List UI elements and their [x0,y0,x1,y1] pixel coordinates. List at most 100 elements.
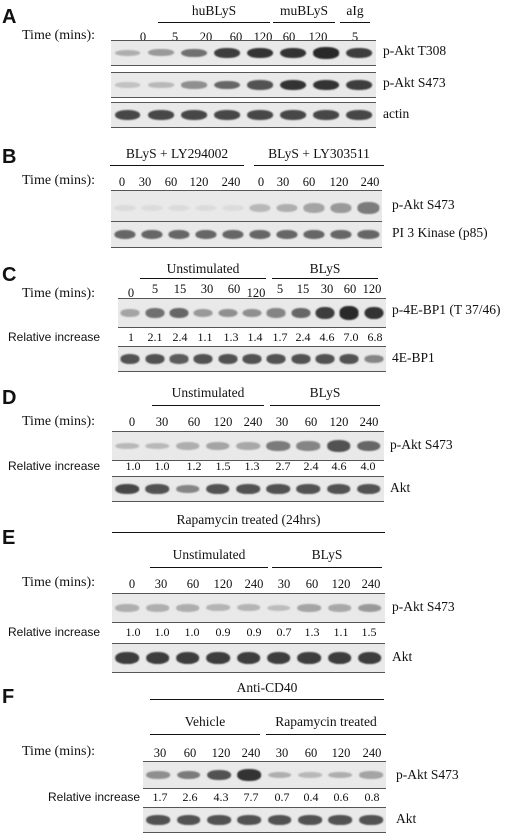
group-bar [270,405,380,406]
blot-band [214,47,240,59]
blot-band [330,203,352,213]
blot-band [247,47,273,59]
blot-band [113,204,136,212]
blot-band [296,484,321,494]
blot-band [303,203,325,213]
relative-value: 2.1 [147,330,163,344]
relative-value: 1.3 [244,459,260,473]
blot-band [267,771,292,779]
blot-band [195,204,217,212]
blot-band [358,603,382,613]
blot-band [193,308,213,318]
time-value: 15 [173,282,187,296]
blot-band [205,484,230,494]
blot-band [113,229,136,240]
group-label-hublys: huBLyS [191,3,237,18]
relative-value: 1.4 [247,330,263,344]
time-label: Time (mins): [22,744,95,759]
blot-band [168,204,190,212]
blot-band [249,203,271,213]
blot-band [193,354,213,364]
blot-band [145,354,165,364]
blot-band [357,484,381,494]
relative-value: 0.9 [246,625,262,639]
group-label-unstimulated: Unstimulated [171,385,245,400]
time-value: 60 [302,175,316,189]
blot-label: 4E-BP1 [392,350,435,365]
group-bar [158,22,270,23]
time-value: 0 [118,175,126,189]
blot-band [313,109,340,121]
relative-value: 1.7 [152,790,168,804]
blot-band [242,308,262,318]
blot-strip [143,761,386,789]
time-value: 60 [186,577,200,591]
panel-c: C Unstimulated BLyS Time (mins): 0 5 15 … [0,260,520,375]
group-label-blys: BLyS [311,547,343,562]
blot-band [145,442,170,450]
blot-band [115,442,139,450]
time-value: 5 [151,282,159,296]
blot-band [267,815,292,825]
time-value: 120 [213,577,233,591]
panel-d: D Unstimulated BLyS Time (mins): 0 30 60… [0,375,520,505]
time-row: 0 30 60 120 240 30 60 120 240 [0,415,520,429]
time-label: Time (mins): [22,28,95,43]
time-value: 120 [329,175,349,189]
relative-value: 1.0 [154,459,170,473]
blot-band [169,307,189,319]
time-value: 0 [257,175,265,189]
group-label-aig: aIg [346,3,364,18]
blot-band [169,354,189,364]
time-value: 30 [155,415,169,429]
blot-band [206,604,230,612]
group-label-vehicle: Vehicle [184,714,226,729]
blot-band [346,109,373,121]
blot-band [315,354,335,364]
relative-row: 1 2.1 2.4 1.1 1.3 1.4 1.7 2.4 4.6 7.0 6.… [0,330,520,344]
time-value: 5 [171,30,179,44]
time-value: 15 [296,282,310,296]
panel-e: E Rapamycin treated (24hrs) Unstimulated… [0,505,520,675]
blot-label: p-Akt S473 [390,437,453,452]
blot-band [180,81,207,89]
time-row: 0 5 15 30 60 120 5 15 30 60 120 [0,282,520,300]
relative-value: 4.6 [319,330,335,344]
time-value: 30 [275,746,289,760]
blot-band [222,229,244,240]
blot-band [346,79,373,91]
blot-band [291,354,311,364]
top-group-label: Anti-CD40 [236,680,298,695]
blot-band [147,109,174,121]
blot-band [176,604,200,612]
time-value: 60 [343,282,357,296]
blot-band [313,47,340,59]
panel-f: F Anti-CD40 Vehicle Rapamycin treated Ti… [0,675,520,834]
blot-strip [111,190,382,226]
blot-band [114,109,141,121]
blot-band [175,442,200,450]
blot-band [266,441,290,451]
blot-band [315,306,335,320]
blot-band [176,770,201,780]
relative-value: 4.6 [331,459,347,473]
relative-value: 2.4 [172,330,188,344]
blot-band [176,815,201,825]
blot-label: Akt [392,649,413,664]
panel-label: D [2,387,17,409]
blot-band [247,109,273,121]
blot-band [276,229,298,240]
blot-label: p-4E-BP1 (T 37/46) [392,302,501,317]
time-label: Time (mins): [22,414,95,429]
blot-band [330,229,352,240]
top-group-bar [150,699,384,700]
relative-value: 7.7 [243,790,259,804]
blot-band [180,48,207,58]
group-bar [340,22,370,23]
time-value: 240 [361,577,381,591]
time-value: 240 [241,746,261,760]
blot-band [141,229,163,240]
time-value: 60 [227,282,241,296]
group-label-mublys: muBLyS [279,3,328,18]
blot-strip [111,40,376,66]
